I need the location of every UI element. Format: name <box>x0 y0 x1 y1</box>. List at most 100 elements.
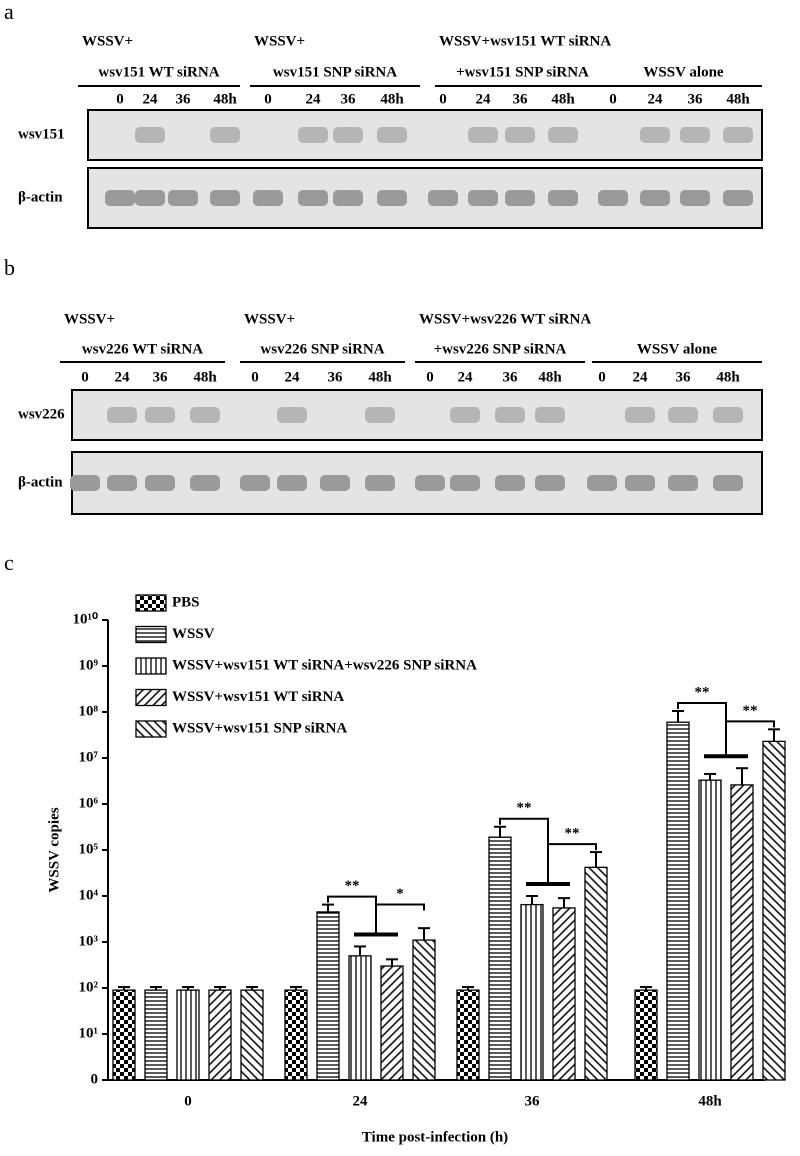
bar <box>112 989 136 1081</box>
gel-band <box>377 127 407 143</box>
gel-band <box>723 190 753 206</box>
bar <box>666 721 690 1081</box>
group-label: WSSV+ <box>254 33 305 49</box>
bar <box>316 911 340 1081</box>
gel-band <box>450 407 480 423</box>
group-label: WSSV+ <box>64 311 115 327</box>
lane-label: 36 <box>341 91 357 107</box>
bar <box>634 989 658 1081</box>
lane-label: 36 <box>676 369 692 385</box>
gel-band <box>505 127 535 143</box>
sig-label: * <box>396 886 404 902</box>
gel-band <box>495 407 525 423</box>
gel-band <box>320 475 350 491</box>
bar <box>284 989 308 1081</box>
lane-label: 0 <box>439 91 447 107</box>
sig-bracket <box>375 903 425 935</box>
sig-bracket <box>547 843 597 884</box>
gel-band <box>135 127 165 143</box>
gel-band <box>535 475 565 491</box>
lane-label: 36 <box>328 369 344 385</box>
gel-band <box>253 190 283 206</box>
legend-swatch <box>135 657 167 675</box>
group-label: WSSV+ <box>82 33 133 49</box>
y-tick-label: 0 <box>91 1071 99 1087</box>
group-label: +wsv151 SNP siRNA <box>456 64 589 80</box>
lane-label: 48h <box>380 91 404 107</box>
bar <box>144 989 168 1081</box>
group-label: WSSV+ <box>244 311 295 327</box>
gel-band <box>210 127 240 143</box>
panel-label: a <box>4 0 14 24</box>
gel-band <box>190 407 220 423</box>
lane-label: 48h <box>213 91 237 107</box>
x-tick-label: 36 <box>525 1093 541 1109</box>
lane-label: 0 <box>81 369 89 385</box>
gel-band <box>298 190 328 206</box>
y-tick-label: 10¹ <box>79 1025 99 1041</box>
gel-band <box>680 127 710 143</box>
y-tick-label: 10⁹ <box>79 657 99 673</box>
lane-label: 24 <box>285 369 301 385</box>
lane-label: 36 <box>688 91 704 107</box>
legend-label: WSSV+wsv151 WT siRNA <box>172 689 344 705</box>
gel-band <box>625 475 655 491</box>
legend-swatch <box>135 625 167 644</box>
x-tick-label: 0 <box>184 1093 192 1109</box>
gel-band <box>450 475 480 491</box>
group-label: wsv226 SNP siRNA <box>260 341 384 357</box>
lane-label: 0 <box>251 369 259 385</box>
gel-band <box>190 475 220 491</box>
legend-label: WSSV <box>172 626 215 642</box>
bar <box>240 989 264 1081</box>
lane-label: 48h <box>368 369 392 385</box>
y-tick-label: 10¹⁰ <box>72 611 98 627</box>
bar <box>348 955 372 1081</box>
legend-swatch <box>135 688 167 707</box>
bar <box>488 836 512 1081</box>
lane-label: 36 <box>153 369 169 385</box>
sig-label: ** <box>743 703 758 719</box>
legend-label: WSSV+wsv151 WT siRNA+wsv226 SNP siRNA <box>172 657 477 673</box>
bar <box>456 989 480 1081</box>
bar <box>520 903 544 1081</box>
gel-band <box>625 407 655 423</box>
gel-band <box>713 475 743 491</box>
lane-label: 0 <box>598 369 606 385</box>
group-label: WSSV+wsv151 WT siRNA <box>439 33 611 49</box>
lane-label: 24 <box>648 91 664 107</box>
gel-band <box>723 127 753 143</box>
y-tick-label: 10⁶ <box>79 795 99 811</box>
gel-band <box>680 190 710 206</box>
lane-label: 48h <box>551 91 575 107</box>
gel-band <box>333 190 363 206</box>
group-label: wsv151 WT siRNA <box>98 64 219 80</box>
y-tick-label: 10² <box>79 979 99 995</box>
lane-label: 0 <box>116 91 124 107</box>
gel-band <box>377 190 407 206</box>
gel-box <box>71 389 763 441</box>
lane-label: 36 <box>176 91 192 107</box>
sig-label: ** <box>565 826 580 842</box>
lane-label: 24 <box>306 91 322 107</box>
gel-band <box>640 190 670 206</box>
y-axis-label: WSSV copies <box>46 807 62 892</box>
lane-label: 48h <box>193 369 217 385</box>
group-label: +wsv226 SNP siRNA <box>434 341 567 357</box>
gel-band <box>587 475 617 491</box>
gel-band <box>548 190 578 206</box>
sig-bracket <box>725 720 775 757</box>
gel-band <box>365 475 395 491</box>
bar <box>176 989 200 1081</box>
lane-label: 0 <box>264 91 272 107</box>
bar <box>762 740 786 1081</box>
sig-label: ** <box>695 684 710 700</box>
lane-label: 24 <box>143 91 159 107</box>
gel-band <box>598 190 628 206</box>
lane-label: 24 <box>476 91 492 107</box>
gel-band <box>535 407 565 423</box>
lane-label: 24 <box>115 369 131 385</box>
sig-label: ** <box>345 878 360 894</box>
bar <box>584 866 608 1081</box>
